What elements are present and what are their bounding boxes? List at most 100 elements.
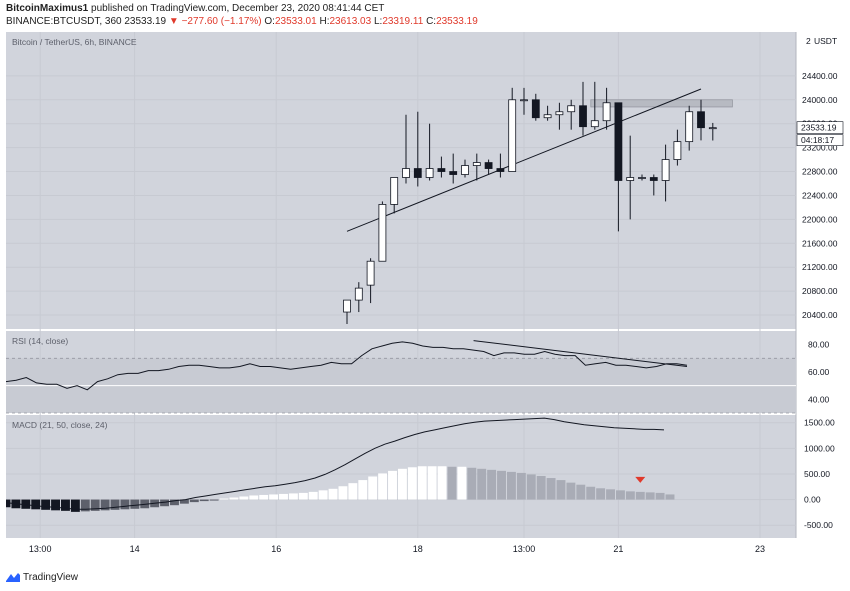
bearish-candle (413, 168, 422, 178)
symbol-line: BINANCE:BTCUSDT, 360 23533.19 ▼ −277.60 … (6, 16, 478, 27)
bullish-candle (366, 260, 375, 286)
macd-histogram-bar (239, 496, 249, 500)
high-label: H: (319, 16, 330, 27)
macd-histogram-bar (506, 471, 516, 500)
rsi-tick-label: 80.00 (808, 340, 830, 350)
macd-histogram-bar (21, 499, 31, 509)
macd-histogram-bar (526, 474, 536, 500)
author-name[interactable]: BitcoinMaximus1 (6, 3, 89, 14)
price-tick-label: 24000.00 (802, 95, 838, 105)
published-text: published on TradingView.com, December 2… (91, 3, 385, 14)
macd-histogram-bar (556, 480, 566, 500)
macd-histogram-bar (516, 472, 526, 500)
macd-histogram-bar (625, 491, 635, 500)
footer-brand[interactable]: TradingView (23, 572, 79, 583)
macd-histogram-bar (586, 486, 596, 500)
open-value: 23533.01 (274, 16, 317, 27)
macd-histogram-bar (447, 466, 457, 500)
price-tick-label: 20800.00 (802, 286, 838, 296)
bearish-candle (496, 168, 505, 172)
macd-histogram-bar (606, 489, 615, 500)
macd-histogram-bar (279, 493, 288, 500)
bullish-candle (508, 99, 517, 172)
macd-histogram-bar (120, 499, 130, 510)
chart-svg[interactable]: 1113:0014161813:0021232524400.0024000.00… (1, 32, 844, 564)
macd-histogram-bar (477, 468, 487, 500)
countdown-box (796, 134, 844, 146)
low-label: L: (373, 16, 383, 27)
bullish-candle (555, 111, 564, 116)
x-tick-label: 23 (755, 544, 765, 554)
macd-tick-label: 0.00 (804, 495, 821, 505)
macd-histogram-bar (397, 468, 407, 500)
macd-histogram-bar (179, 499, 189, 504)
bearish-candle (484, 162, 493, 169)
price-tick-label: 20400.00 (802, 310, 838, 320)
bullish-candle (638, 177, 646, 179)
bearish-candle (579, 105, 587, 128)
close-value: 23533.19 (436, 16, 478, 27)
macd-histogram-bar (378, 473, 388, 500)
x-tick-label: 18 (413, 544, 423, 554)
rsi-line (5, 341, 688, 391)
macd-histogram-bar (497, 470, 506, 500)
macd-histogram-bar (170, 499, 179, 506)
macd-histogram-bar (665, 494, 675, 500)
macd-histogram-bar (407, 467, 417, 500)
macd-histogram-bar (61, 499, 70, 511)
macd-histogram-bar (358, 480, 368, 500)
x-tick-label: 14 (130, 544, 140, 554)
price-axis-scale-note: 2 (806, 36, 811, 46)
ascending-trendline (346, 88, 702, 232)
down-triangle-icon: ▼ (168, 16, 179, 27)
chart-area[interactable]: 1113:0014161813:0021232524400.0024000.00… (1, 32, 844, 564)
macd-histogram-bar (318, 490, 328, 500)
macd-histogram-bar (536, 475, 546, 500)
last-price: 23533.19 (124, 16, 167, 27)
bearish-candle (437, 168, 446, 172)
x-tick-label: 13:00 (513, 544, 536, 554)
macd-histogram-bar (417, 466, 427, 500)
publication-line: BitcoinMaximus1 published on TradingView… (6, 3, 384, 14)
price-tick-label: 22400.00 (802, 190, 838, 200)
bullish-candle (425, 168, 434, 178)
open-label: O: (264, 16, 275, 27)
bullish-candle (685, 111, 694, 143)
chart-header: BitcoinMaximus1 published on TradingView… (0, 0, 850, 30)
macd-histogram-bar (229, 497, 239, 500)
macd-tick-label: -500.00 (804, 520, 833, 530)
tradingview-logo-icon (6, 573, 20, 583)
macd-tick-label: 1500.00 (804, 418, 835, 428)
macd-histogram-bar (41, 499, 51, 510)
bearish-candle (649, 177, 658, 181)
low-value: 23319.11 (382, 16, 424, 27)
price-tick-label: 24400.00 (802, 71, 838, 81)
macd-histogram-bar (269, 494, 279, 500)
macd-histogram-bar (219, 498, 229, 500)
bullish-candle (590, 120, 599, 128)
resistance-zone (590, 99, 733, 108)
macd-histogram-bar (31, 499, 41, 510)
price-tick-label: 23200.00 (802, 143, 838, 153)
rsi-pane-title: RSI (14, close) (12, 336, 68, 346)
price-axis-unit: USDT (814, 36, 837, 46)
bullish-candle (402, 168, 410, 178)
bullish-candle (390, 177, 399, 205)
macd-histogram-bar (338, 486, 348, 500)
rsi-divergence-line (473, 340, 688, 368)
macd-histogram-bar (160, 499, 170, 507)
current-price-box (796, 121, 844, 134)
high-value: 23613.03 (329, 16, 372, 27)
macd-histogram-bar (189, 499, 199, 503)
bearish-candle (697, 111, 705, 129)
bullish-candle (602, 102, 611, 122)
bearish-candle (614, 102, 623, 181)
macd-histogram-bar (1, 499, 11, 508)
price-tick-label: 22800.00 (802, 167, 838, 177)
macd-histogram-bar (467, 467, 477, 500)
close-label: C: (426, 16, 437, 27)
macd-histogram-bar (635, 491, 645, 500)
bullish-candle (661, 159, 670, 181)
countdown-label: 04:18:17 (801, 135, 834, 145)
macd-histogram-bar (298, 492, 308, 500)
